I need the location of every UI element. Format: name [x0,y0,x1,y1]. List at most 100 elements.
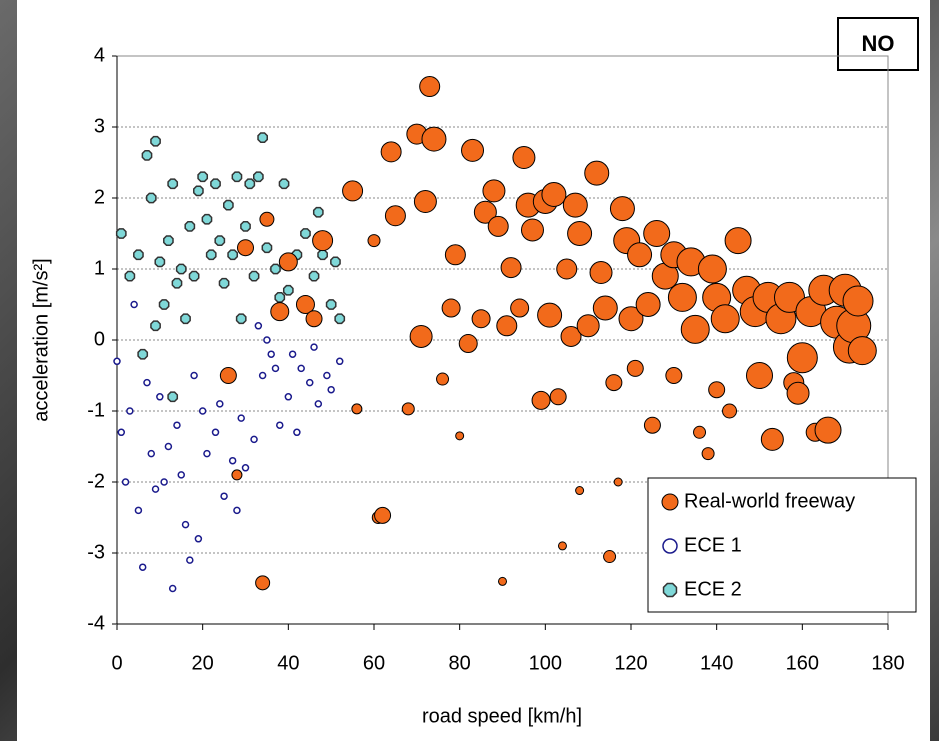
point [575,486,585,496]
point [197,171,209,183]
legend-label: ECE 2 [684,578,742,600]
legend-label: ECE 1 [684,534,742,556]
legend-box [647,477,917,613]
point [150,135,161,147]
point [557,541,567,551]
point [218,277,230,289]
point [584,160,610,186]
point [384,205,406,227]
point [473,200,497,224]
point [367,234,381,248]
point [512,146,536,170]
point [618,306,644,332]
point [312,230,334,252]
point [549,388,567,406]
point [278,252,298,272]
point [325,299,337,310]
point [409,324,433,348]
point [222,199,234,211]
point [203,449,211,458]
point [288,350,297,358]
point [121,478,130,486]
point [330,256,341,268]
point [541,181,567,207]
point [746,362,773,389]
point [458,334,478,354]
point [254,322,263,330]
point [237,414,245,422]
x-tick-label: 120 [614,652,647,674]
point [643,416,661,434]
point [261,242,273,254]
point [305,310,323,328]
point [284,393,293,401]
point [177,471,185,479]
point [441,298,461,318]
point [219,367,237,384]
point [151,485,160,493]
point [113,357,121,366]
point [227,249,239,261]
point [124,270,136,282]
point [498,576,507,586]
point [500,257,522,279]
point [626,359,644,377]
point [171,277,183,289]
point [278,178,290,190]
legend-marker [661,493,679,511]
point [164,442,173,451]
x-tick-label: 180 [871,652,904,674]
legend-label: Real-world freeway [684,490,855,512]
x-tick-label: 80 [449,652,471,674]
point [190,371,198,380]
point [248,270,260,282]
point [560,325,582,347]
point [188,270,200,282]
point [556,258,578,280]
point [603,550,617,564]
point [436,372,450,386]
point [380,141,402,163]
point [143,378,151,387]
y-axis-label: acceleration [m/s²] [30,258,52,421]
point [235,313,247,325]
point [293,428,301,437]
y-tick-label: 3 [94,115,105,137]
point [141,150,153,161]
y-tick-label: 0 [94,328,105,350]
x-tick-label: 160 [786,652,819,674]
point [250,435,258,444]
point [317,249,328,261]
point [276,421,284,429]
point [680,314,710,344]
point [605,374,623,392]
point [567,221,593,246]
point [297,364,305,373]
point [137,348,149,360]
x-tick-label: 40 [277,652,299,674]
point [760,427,784,451]
point [627,242,653,268]
x-tick-label: 0 [111,652,122,674]
annotation-box [837,17,919,71]
point [210,178,221,190]
point [461,138,485,162]
point [156,393,164,401]
point [444,244,466,266]
point [271,364,280,373]
point [201,213,213,225]
point [180,313,191,325]
y-tick-label: 4 [94,44,105,66]
y-tick-label: 2 [94,186,105,208]
point [419,76,441,98]
y-tick-label: 1 [94,257,105,279]
point [314,400,323,408]
point [237,239,254,257]
point [482,179,506,203]
point [145,192,157,204]
point [205,249,217,261]
point [252,171,264,183]
point [181,520,190,529]
